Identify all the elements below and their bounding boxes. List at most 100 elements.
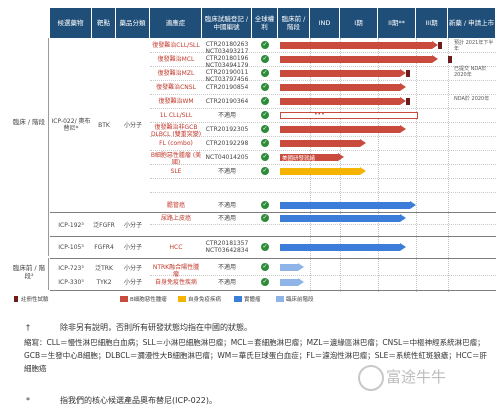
nda-note: 預計 2021年下半年 — [454, 40, 494, 52]
legend-label: 臨床前階段 — [286, 297, 314, 303]
check-icon: ✓ — [261, 111, 269, 119]
trial-number: CTR20190854 — [205, 84, 249, 91]
drug-name: ICP-330³ — [58, 279, 84, 286]
legend-swatch — [14, 296, 18, 302]
check-icon: ✓ — [261, 125, 269, 133]
progress-bar — [280, 56, 432, 63]
footnote-abbreviations: 縮寫：CLL＝慢性淋巴細胞白血病；SLL＝小淋巴細胞淋巴瘤；MCL＝套細胞淋巴瘤… — [24, 338, 488, 373]
row-divider — [150, 178, 496, 179]
bar-arrow — [400, 69, 406, 77]
check-icon: ✓ — [261, 153, 269, 161]
bar-arrow — [360, 139, 366, 147]
planned-dots: ••• — [314, 111, 325, 118]
header-target: 靶點 — [92, 8, 116, 38]
indication: FL (combo) — [159, 140, 193, 147]
footnote-star: 指我們的核心候選產品奧布替尼(ICP-022)。 — [60, 396, 217, 405]
registrational-flag — [406, 70, 410, 77]
check-icon: ✓ — [261, 243, 269, 251]
bar-arrow — [298, 278, 304, 286]
check-icon: ✓ — [261, 201, 269, 209]
bar-arrow — [432, 41, 438, 49]
group-separator — [50, 236, 496, 237]
nda-note: 已提交 NDA於 2020年 — [454, 66, 487, 78]
header-drug-class: 藥品分類 — [116, 8, 150, 38]
bar-arrow — [360, 167, 366, 175]
trial-number: 不適用 — [217, 112, 236, 119]
drug-target: BTK — [98, 122, 110, 129]
trial-number: CTR20192305 — [205, 126, 249, 133]
drug-name: ICP-192³ — [58, 222, 84, 229]
bar-arrow — [400, 83, 406, 91]
progress-bar — [280, 264, 298, 271]
drug-name: ICP-022/ 奧布替尼* — [51, 118, 91, 132]
bar-arrow — [400, 97, 406, 105]
row-divider — [150, 94, 496, 95]
indication: 復發難治CNSL — [156, 84, 196, 91]
drug-class: 小分子 — [123, 122, 142, 129]
check-icon: ✓ — [261, 139, 269, 147]
row-divider — [150, 192, 496, 193]
phase-divider — [340, 38, 341, 292]
check-icon: ✓ — [261, 83, 269, 91]
drug-target: 泛FGFR — [93, 222, 115, 229]
progress-bar — [280, 279, 298, 286]
trial-number: 不適用 — [217, 264, 236, 271]
header-preclinical: 臨床前 / 階段 — [278, 8, 310, 38]
nda-note: NDA於 2020年 — [454, 96, 490, 102]
progress-bar — [280, 70, 400, 77]
indication: 尿路上皮癌 — [160, 215, 191, 222]
progress-bar — [280, 140, 360, 147]
progress-bar-planned — [280, 112, 418, 119]
row-divider — [150, 122, 496, 123]
legend-label: 註冊性試驗 — [21, 297, 49, 303]
phase-divider — [378, 38, 379, 292]
indication: 復發難治CLL/SLL — [152, 42, 200, 49]
progress-bar — [280, 126, 400, 133]
phase-divider — [310, 38, 311, 292]
row-divider — [150, 80, 496, 81]
legend-swatch — [276, 296, 284, 302]
legend-label: B細胞惡性腫瘤 — [130, 297, 167, 303]
progress-bar — [280, 202, 410, 209]
row-divider — [150, 164, 496, 165]
header-trial-no: 臨床試驗登記 / 中國編號 — [202, 8, 252, 38]
header-ind: IND — [310, 8, 340, 38]
legend-swatch — [178, 296, 186, 302]
indication: 復發難治WM — [158, 98, 194, 105]
row-divider — [150, 66, 496, 67]
bar-arrow — [400, 243, 406, 251]
check-icon: ✓ — [261, 263, 269, 271]
us-ready-label: 美國研發就緒 — [282, 156, 316, 162]
bar-arrow — [400, 214, 406, 222]
progress-bar — [280, 42, 432, 49]
registrational-flag — [406, 98, 410, 105]
trial-number: NCT04014205 — [205, 154, 249, 161]
trial-number: 不適用 — [217, 202, 236, 209]
indication: 復發難治MZL — [157, 70, 195, 77]
drug-name: ICP-105³ — [58, 244, 84, 251]
watermark-text: 富途牛牛 — [386, 368, 447, 386]
drug-class: 小分子 — [123, 279, 142, 286]
legend-label: 實體瘤 — [244, 297, 261, 303]
indication: B細胞惡性腫瘤 (美國) — [150, 152, 202, 166]
row-divider — [150, 275, 496, 276]
drug-target: FGFR4 — [94, 244, 114, 251]
drug-name: ICP-723³ — [58, 265, 84, 272]
progress-bar — [280, 215, 400, 222]
indication: 1L CLL/SLL — [159, 112, 193, 119]
check-icon: ✓ — [261, 41, 269, 49]
watermark-logo-icon — [358, 365, 384, 391]
header-phase1: I期 — [340, 8, 378, 38]
row-divider — [150, 150, 496, 151]
group-separator — [50, 290, 496, 291]
check-icon: ✓ — [261, 69, 269, 77]
bar-arrow — [410, 201, 416, 209]
indication: 復發難治MCL — [157, 56, 195, 63]
check-icon: ✓ — [261, 167, 269, 175]
progress-bar — [280, 154, 338, 161]
bar-arrow — [432, 55, 438, 63]
trial-number: CTR20181357 NCT03642834 — [205, 240, 249, 254]
group-separator — [50, 212, 496, 213]
progress-bar — [280, 244, 400, 251]
trial-number: 不適用 — [217, 215, 236, 222]
